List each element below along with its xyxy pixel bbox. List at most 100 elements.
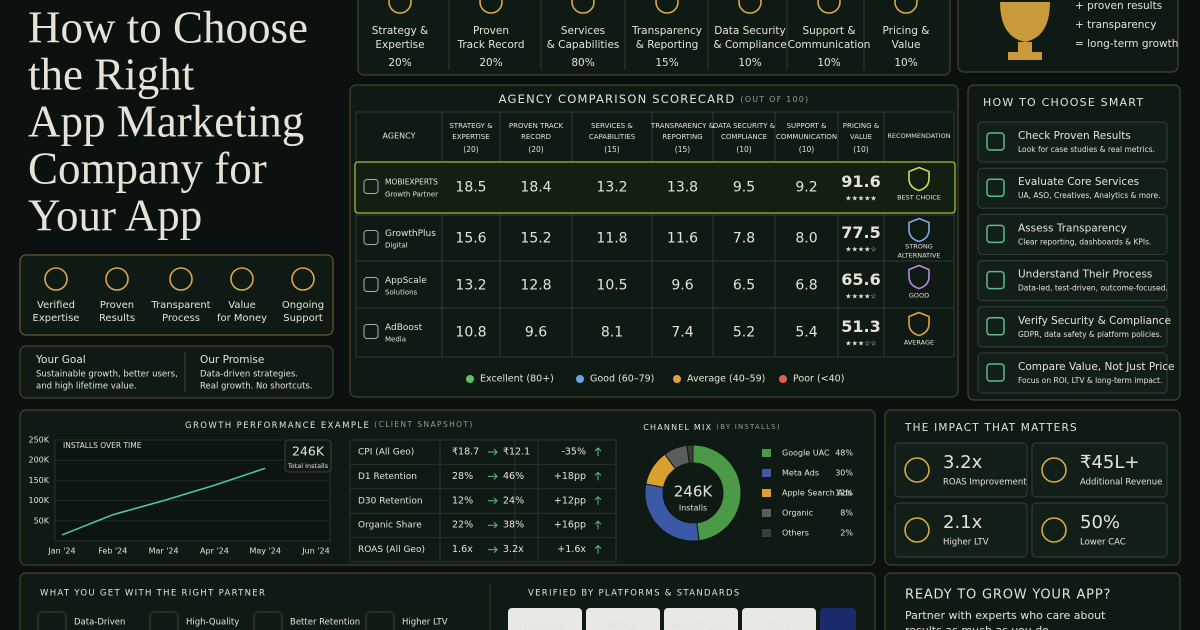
table-header: SUPPORT & bbox=[787, 122, 827, 130]
icon bbox=[904, 457, 930, 483]
box-text: Sustainable growth, better users, bbox=[36, 370, 178, 380]
score: 18.5 bbox=[455, 180, 486, 196]
total-score: 77.5 bbox=[841, 223, 880, 242]
pie-title-text: CHANNEL MIX bbox=[643, 423, 712, 432]
feature-label: Transparent bbox=[150, 300, 210, 311]
agency-logo bbox=[363, 324, 379, 339]
arrow bbox=[594, 520, 602, 530]
trophy-icon bbox=[1000, 2, 1050, 60]
icon bbox=[1041, 517, 1067, 543]
legend-label: Poor (<40) bbox=[793, 374, 844, 385]
x-tick-label: Jan '24 bbox=[47, 547, 75, 556]
score: 15.2 bbox=[520, 231, 551, 247]
score: 13.8 bbox=[667, 180, 698, 196]
score: 11.6 bbox=[667, 231, 698, 247]
partner-item: High-Quality bbox=[186, 618, 239, 628]
impact-label: Lower CAC bbox=[1080, 538, 1126, 548]
score: 7.4 bbox=[671, 325, 693, 341]
icon bbox=[986, 132, 1005, 151]
legend-label: Apple Search Ads bbox=[782, 489, 852, 498]
table-header-max: (10) bbox=[853, 145, 868, 154]
icon bbox=[986, 317, 1005, 336]
total-score: 65.6 bbox=[841, 270, 880, 289]
smart-text: UA, ASO, Creatives, Analytics & more. bbox=[1018, 191, 1161, 200]
smart-title: Compare Value, Not Just Price bbox=[1018, 361, 1175, 373]
smart-text: GDPR, data safety & platform policies. bbox=[1018, 330, 1162, 339]
icon-box bbox=[37, 611, 67, 630]
x-tick-label: Mar '24 bbox=[149, 547, 179, 556]
score: 6.8 bbox=[795, 278, 817, 294]
score: 18.4 bbox=[520, 180, 551, 196]
smart-text: Clear reporting, dashboards & KPIs. bbox=[1018, 237, 1151, 246]
legend-label: Average (40–59) bbox=[687, 374, 765, 385]
agency-sub: Media bbox=[385, 336, 406, 344]
impact-label: ROAS Improvement bbox=[943, 478, 1027, 488]
table-header: CAPABILITIES bbox=[589, 133, 636, 141]
legend-label: Others bbox=[782, 529, 809, 538]
promise-line: + proven results bbox=[1075, 0, 1162, 12]
agency-sub: Digital bbox=[385, 242, 408, 250]
score: 10.8 bbox=[455, 325, 486, 341]
metric-label: ROAS (All Geo) bbox=[358, 545, 425, 555]
donut-slice bbox=[686, 444, 694, 464]
agency-name: AppScale bbox=[385, 276, 427, 286]
box-text: and high lifetime value. bbox=[36, 382, 137, 392]
total-score: 51.3 bbox=[841, 317, 880, 336]
icon bbox=[1041, 457, 1067, 483]
criterion-name: Expertise bbox=[375, 39, 424, 51]
score: 9.6 bbox=[671, 278, 693, 294]
legend-swatch bbox=[762, 529, 771, 537]
icon-box bbox=[253, 611, 283, 630]
table-header: DATA SECURITY & bbox=[713, 122, 776, 130]
icon bbox=[169, 267, 193, 291]
logo: ISO bbox=[769, 619, 790, 630]
metric-label: D30 Retention bbox=[358, 496, 423, 506]
logo-box bbox=[586, 608, 660, 630]
agency-sub: Solutions bbox=[385, 289, 418, 297]
value-label: 2% bbox=[840, 529, 853, 538]
box-title: Your Goal bbox=[35, 354, 86, 366]
table-frame bbox=[355, 111, 955, 358]
icon-box bbox=[365, 611, 395, 630]
title-line: the Right bbox=[28, 49, 195, 99]
metric-label: CPI (All Geo) bbox=[358, 448, 414, 458]
scorecard-title: AGENCY COMPARISON SCORECARD (OUT OF 100) bbox=[499, 92, 810, 106]
feature-label: for Money bbox=[217, 313, 267, 324]
impact-card bbox=[1031, 442, 1168, 498]
table-header: AGENCY bbox=[383, 132, 416, 141]
value-label: 8% bbox=[840, 509, 853, 518]
section-title: GROWTH PERFORMANCE EXAMPLE (CLIENT SNAPSH… bbox=[185, 420, 474, 431]
value-label: 12% bbox=[835, 489, 853, 498]
smart-title: Understand Their Process bbox=[1018, 269, 1152, 281]
metric-before: 12% bbox=[452, 495, 473, 506]
title-line: How to Choose bbox=[28, 2, 308, 52]
arrow bbox=[488, 497, 498, 505]
icon bbox=[904, 517, 930, 543]
score: 13.2 bbox=[455, 278, 486, 294]
panel bbox=[19, 345, 334, 399]
criterion-name: Track Record bbox=[456, 39, 524, 51]
promise-line: + transparency bbox=[1075, 19, 1156, 31]
scorecard-title-text: AGENCY COMPARISON SCORECARD bbox=[499, 92, 736, 106]
table-header: STRATEGY & bbox=[449, 122, 493, 130]
y-tick-label: 250K bbox=[28, 436, 49, 445]
icon bbox=[738, 0, 762, 14]
annotation-value: 246K bbox=[292, 444, 325, 459]
metric-after: 46% bbox=[503, 471, 524, 482]
legend-dot bbox=[576, 375, 584, 383]
logo: Meta bbox=[608, 619, 638, 630]
smart-item bbox=[977, 260, 1168, 302]
icon bbox=[105, 267, 129, 291]
icon bbox=[894, 0, 918, 14]
y-tick-label: 200K bbox=[28, 456, 49, 465]
smart-item bbox=[977, 121, 1168, 163]
impact-label: Additional Revenue bbox=[1080, 478, 1162, 488]
criterion-weight: 15% bbox=[655, 57, 678, 69]
legend-swatch bbox=[762, 489, 771, 497]
score: 8.0 bbox=[795, 231, 817, 247]
donut-slice bbox=[692, 444, 742, 542]
score: 11.8 bbox=[596, 231, 627, 247]
metric-after: ₹12.1 bbox=[503, 447, 530, 458]
box-title: Our Promise bbox=[200, 354, 264, 366]
icon bbox=[986, 178, 1005, 197]
